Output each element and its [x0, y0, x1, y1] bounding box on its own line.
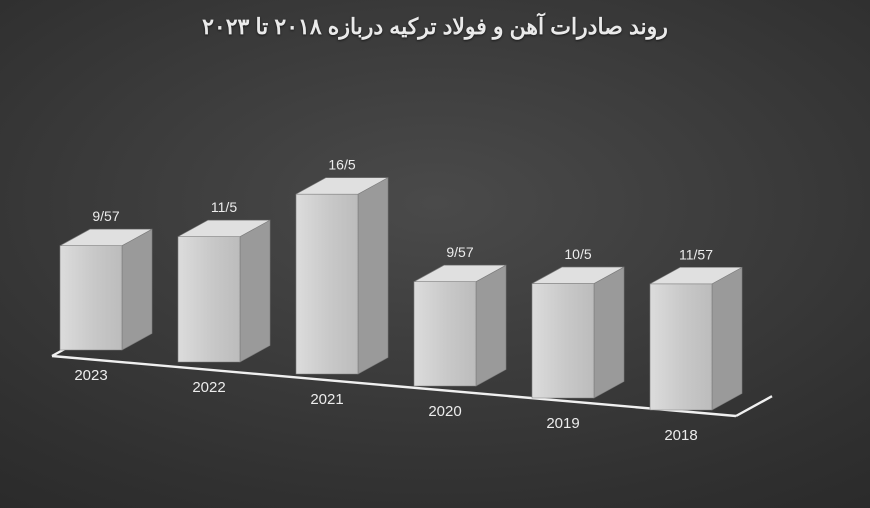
bar-front [60, 246, 122, 350]
category-label-2022: 2022 [192, 379, 225, 396]
bar-side [122, 229, 152, 350]
bar-side [712, 267, 742, 410]
bar-side [240, 220, 270, 362]
value-label-2019: 10/5 [564, 246, 591, 262]
chart-title: روند صادرات آهن و فولاد ترکیه دربازه ۲۰۱… [0, 12, 870, 42]
chart-svg: 9/57 2023 11/5 2022 16/5 2021 9/57 2020 10/5 2019… [40, 110, 830, 470]
value-label-2023: 9/57 [92, 208, 119, 224]
bar-front [650, 284, 712, 410]
category-label-2019: 2019 [546, 415, 579, 432]
bar-side [594, 267, 624, 398]
value-label-2022: 11/5 [211, 199, 237, 215]
bar-front [178, 237, 240, 362]
value-label-2020: 9/57 [446, 244, 473, 260]
category-label-2020: 2020 [428, 403, 461, 420]
chart-container: روند صادرات آهن و فولاد ترکیه دربازه ۲۰۱… [0, 0, 870, 508]
category-label-2021: 2021 [310, 391, 343, 408]
value-label-2021: 16/5 [328, 157, 355, 173]
category-label-2023: 2023 [74, 367, 107, 384]
bar-front [296, 194, 358, 374]
chart-plot-area: 9/57 2023 11/5 2022 16/5 2021 9/57 2020 10/5 2019… [40, 110, 830, 458]
value-label-2018: 11/57 [679, 246, 713, 262]
axis-right-depth [736, 396, 772, 416]
bar-front [414, 282, 476, 386]
axis-baseline [52, 356, 736, 416]
bar-side [358, 178, 388, 374]
bar-side [476, 265, 506, 386]
bar-2021: 16/5 2021 [296, 157, 388, 408]
bar-front [532, 284, 594, 398]
category-label-2018: 2018 [664, 427, 697, 444]
bar-2022: 11/5 2022 [178, 199, 270, 396]
